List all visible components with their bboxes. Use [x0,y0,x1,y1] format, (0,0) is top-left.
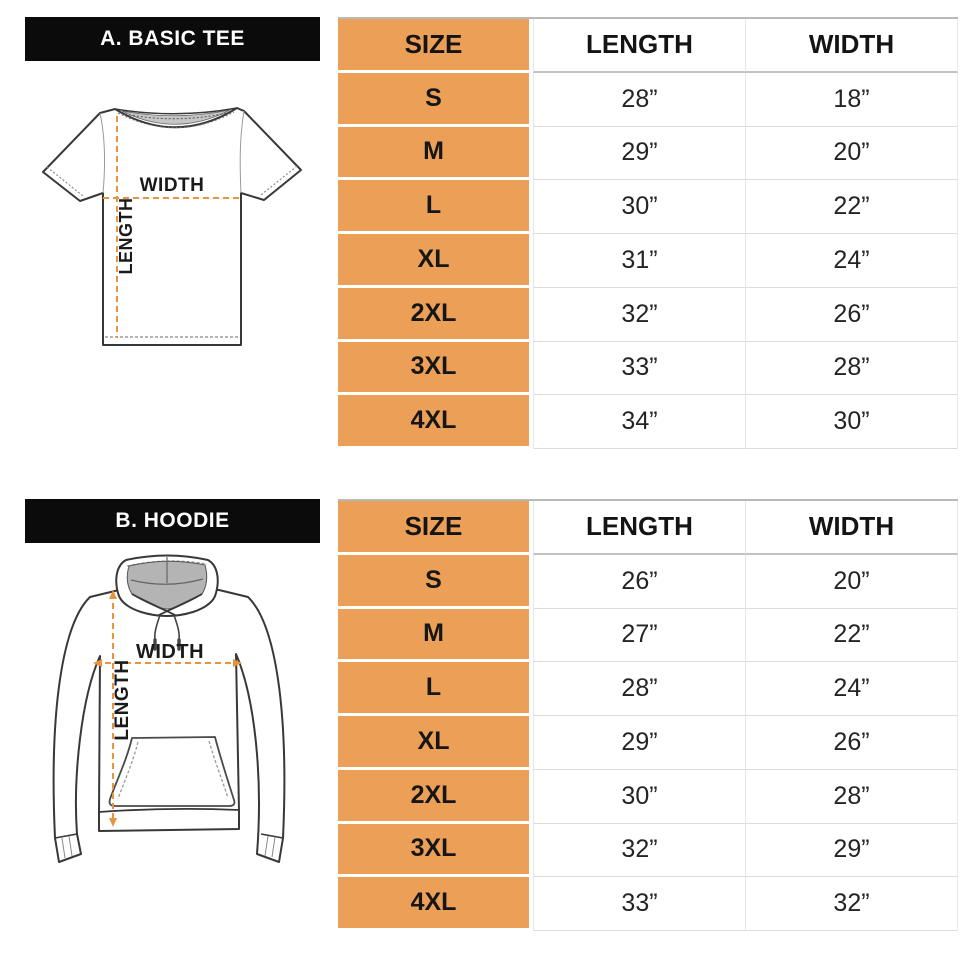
size-cell: 2XL [338,287,533,342]
column-header-size: SIZE [338,501,533,555]
hem-band [98,807,240,813]
width-cell: 22” [745,180,958,234]
hoodie-body-outline [52,589,286,863]
length-cell: 30” [533,769,745,824]
hoodie-width-label: WIDTH [136,641,204,663]
hoodie-size-table: SIZE LENGTH WIDTH S 26” 20” M 27” 22” L … [338,499,958,931]
size-cell: XL [338,234,533,288]
length-cell: 28” [533,662,745,716]
width-cell: 20” [745,554,958,609]
column-header-size: SIZE [338,19,533,73]
hoodie-length-label: LENGTH [112,659,133,740]
basic-tee-size-table: SIZE LENGTH WIDTH S 28” 18” M 29” 20” L … [338,17,958,449]
size-cell: XL [338,716,533,770]
length-cell: 27” [533,608,745,663]
length-cell: 26” [533,554,745,609]
collar-back [114,107,238,115]
size-cell: L [338,180,533,234]
width-cell: 28” [745,769,958,824]
size-cell: 3XL [338,341,533,396]
length-cell: 33” [533,877,745,931]
width-cell: 26” [745,287,958,342]
width-cell: 20” [745,126,958,181]
collar-inner-gray [121,109,231,125]
size-cell: S [338,72,533,127]
length-cell: 28” [533,72,745,127]
size-cell: 4XL [338,395,533,449]
width-cell: 22” [745,608,958,663]
width-cell: 28” [745,341,958,396]
width-cell: 24” [745,662,958,716]
length-cell: 32” [533,823,745,878]
length-cell: 34” [533,395,745,449]
length-cell: 33” [533,341,745,396]
length-cell: 29” [533,126,745,181]
width-cell: 26” [745,716,958,770]
kangaroo-pocket [108,736,236,807]
column-header-length: LENGTH [533,19,745,73]
tee-width-label: WIDTH [140,175,205,196]
length-cell: 31” [533,234,745,288]
length-cell: 30” [533,180,745,234]
t-shirt-diagram: WIDTH LENGTH [42,107,302,346]
size-cell: M [338,608,533,663]
t-shirt-outline [42,107,302,346]
length-cell: 32” [533,287,745,342]
size-cell: S [338,554,533,609]
size-cell: 2XL [338,769,533,824]
section-a-banner: A. BASIC TEE [25,17,320,61]
hoodie-diagram: WIDTH LENGTH [52,554,286,863]
tee-length-label: LENGTH [116,198,136,275]
size-cell: M [338,126,533,181]
drawstring-right [173,614,180,641]
drawstring-left [154,614,161,641]
column-header-width: WIDTH [745,501,958,555]
width-cell: 24” [745,234,958,288]
section-b-banner: B. HOODIE [25,499,320,543]
width-cell: 32” [745,877,958,931]
column-header-width: WIDTH [745,19,958,73]
column-header-length: LENGTH [533,501,745,555]
width-cell: 30” [745,395,958,449]
width-cell: 29” [745,823,958,878]
size-cell: 4XL [338,877,533,931]
width-cell: 18” [745,72,958,127]
length-cell: 29” [533,716,745,770]
size-cell: 3XL [338,823,533,878]
size-cell: L [338,662,533,716]
